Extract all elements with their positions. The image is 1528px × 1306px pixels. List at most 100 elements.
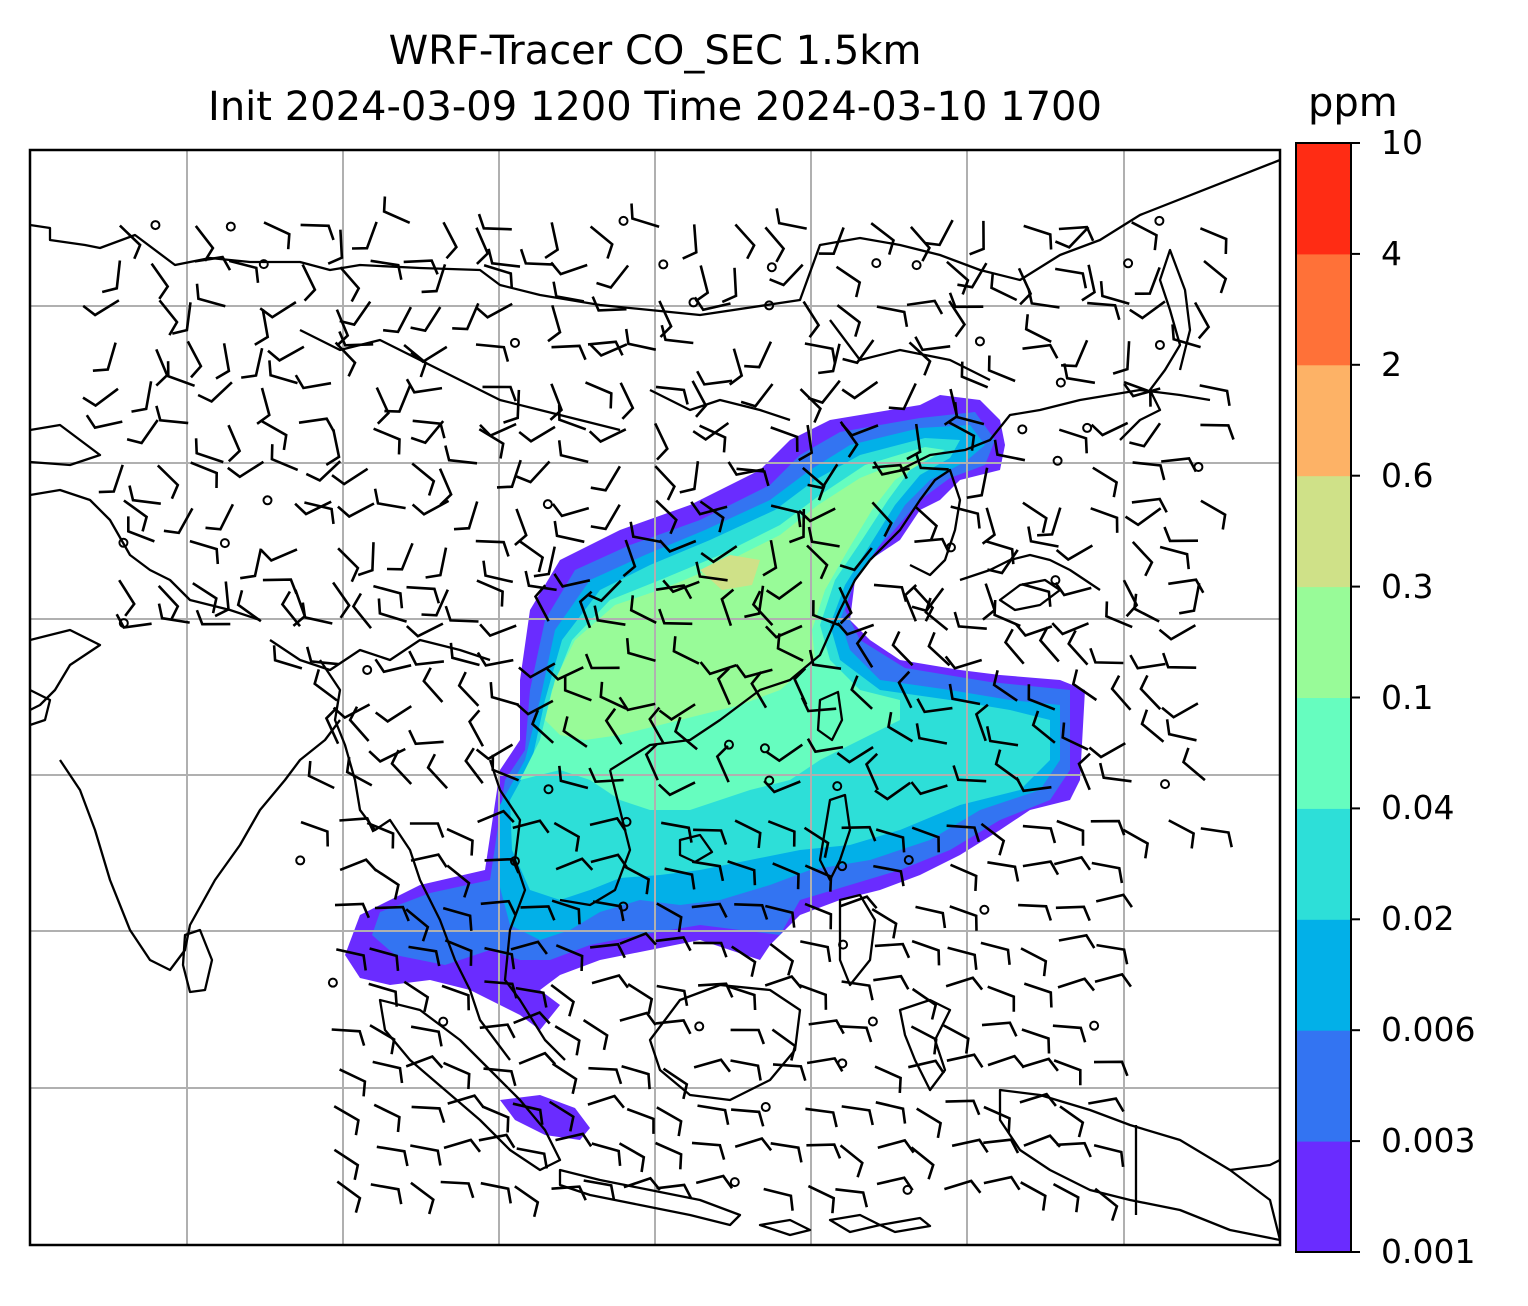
wind-barb	[734, 903, 769, 920]
wind-barb	[730, 1108, 765, 1127]
wind-barb	[949, 863, 978, 891]
wind-barb	[240, 548, 263, 580]
wind-barb	[728, 348, 744, 386]
wind-barb	[1022, 824, 1057, 844]
wind-barb	[969, 220, 985, 256]
wind-barb	[662, 579, 700, 594]
wind-barb	[840, 895, 878, 910]
wind-barb	[662, 1067, 689, 1100]
coastline	[269, 638, 491, 672]
wind-barb	[1090, 819, 1126, 836]
wind-barb	[516, 460, 551, 484]
wind-calm-marker	[658, 259, 669, 270]
wind-barb	[300, 223, 335, 241]
wind-barb	[772, 862, 800, 890]
wind-barb	[1094, 1187, 1119, 1222]
wind-barb	[589, 942, 626, 959]
wind-calm-marker	[1089, 1020, 1100, 1031]
wind-barb	[555, 944, 584, 972]
wind-barb	[491, 754, 520, 782]
wind-barb	[838, 1025, 873, 1043]
wind-barb	[942, 1024, 970, 1054]
wind-barb	[838, 586, 853, 625]
wind-calm-marker	[1160, 779, 1171, 790]
wind-barb	[1093, 1060, 1129, 1077]
wind-barb	[654, 465, 676, 501]
wind-barb	[1027, 684, 1056, 711]
wind-barb	[798, 424, 814, 462]
wind-barb	[1063, 363, 1096, 385]
wind-barb	[910, 781, 948, 796]
wind-barb	[1088, 1097, 1125, 1113]
wind-calm-marker	[911, 260, 922, 271]
wind-barb	[1129, 654, 1166, 670]
wind-barb	[194, 438, 224, 464]
wind-barb	[764, 624, 803, 639]
coastline	[59, 719, 341, 972]
wind-barb	[405, 908, 430, 942]
coastline	[558, 1168, 742, 1227]
wind-barb	[872, 463, 908, 480]
wind-barb	[339, 817, 375, 833]
wind-calm-marker	[832, 781, 843, 792]
wind-barb	[800, 940, 832, 963]
wind-calm-marker	[295, 855, 306, 866]
wind-barb	[1027, 288, 1060, 309]
wind-barb	[482, 560, 514, 584]
wind-barb	[1071, 669, 1098, 702]
wind-barb	[441, 984, 470, 1011]
wind-barb	[874, 781, 911, 801]
wind-barb	[150, 262, 170, 300]
wind-barb	[533, 546, 556, 578]
wind-barb	[584, 653, 620, 670]
wind-barb	[690, 501, 728, 516]
wind-barb	[983, 1138, 1020, 1154]
wind-barb	[515, 986, 548, 1008]
wind-barb	[405, 622, 444, 638]
wind-barb	[805, 1107, 838, 1128]
wind-barb	[166, 361, 196, 388]
wind-barb	[980, 941, 1011, 965]
colorbar-segment	[1296, 253, 1351, 366]
wind-barb	[619, 931, 657, 946]
wind-barb	[268, 360, 298, 385]
wind-barb	[259, 548, 298, 563]
wind-barb	[333, 1105, 360, 1136]
wind-barb	[767, 820, 796, 847]
wind-barb	[482, 385, 517, 402]
wind-barb	[484, 857, 520, 874]
wind-barb	[305, 460, 342, 482]
wind-barb	[716, 667, 731, 706]
wind-barb	[449, 642, 480, 667]
wind-barb	[85, 414, 123, 430]
wind-barb	[655, 499, 678, 535]
wind-barb	[944, 655, 983, 670]
wind-barb	[736, 467, 770, 487]
wind-calm-marker	[837, 861, 848, 872]
plume-contour-level-0.3	[700, 555, 760, 590]
wind-barb	[186, 340, 203, 379]
wind-barb	[1161, 652, 1197, 669]
wind-barb	[408, 729, 444, 746]
wind-barb	[254, 309, 270, 346]
wind-barb	[267, 345, 305, 362]
wind-barb	[1099, 280, 1130, 305]
wind-barb	[307, 760, 335, 790]
wind-barb	[477, 213, 512, 231]
coastline	[959, 553, 1101, 591]
wind-barb	[763, 1187, 794, 1211]
wind-barb	[802, 300, 821, 338]
wind-barb	[325, 429, 341, 466]
wind-barb	[875, 1101, 907, 1124]
wind-barb	[1159, 545, 1190, 570]
colorbar-tick-label: 0.006	[1381, 1010, 1476, 1050]
wind-barb	[841, 980, 874, 1001]
wind-barb	[550, 261, 588, 276]
wind-barb	[126, 419, 159, 445]
wind-barb	[1161, 457, 1198, 473]
wind-calm-marker	[766, 262, 777, 273]
wind-barb	[990, 272, 1018, 302]
wind-barb	[987, 549, 1019, 575]
wind-barb	[336, 1180, 362, 1213]
